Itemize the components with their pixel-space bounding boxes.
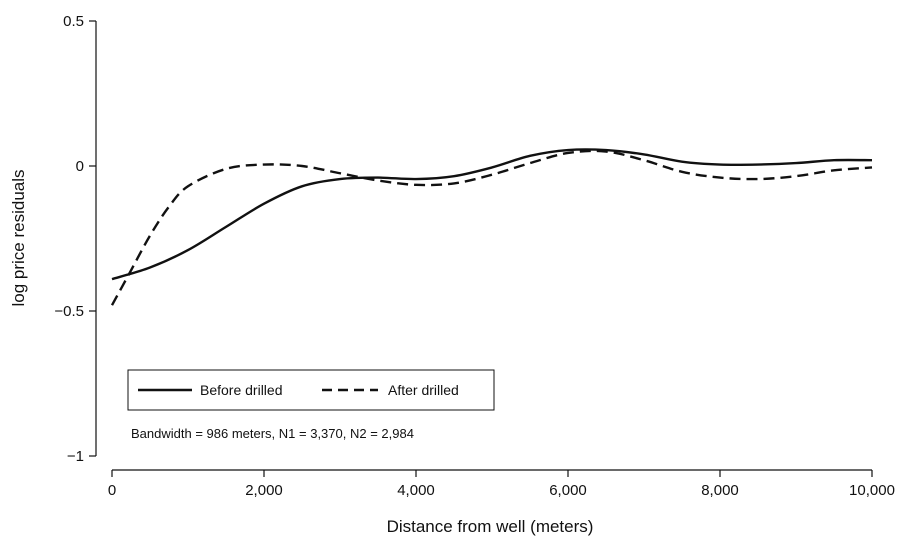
x-axis-label: Distance from well (meters) [387,517,594,536]
y-tick-label: −1 [67,448,84,465]
x-tick-label: 0 [108,482,116,499]
x-tick-label: 8,000 [701,482,739,499]
y-axis-label: log price residuals [9,169,28,306]
legend-label-after: After drilled [388,382,459,398]
axes: 0.5 0 −0.5 −1 0 2,000 4,000 6,000 8,000 10,000 [54,13,895,499]
y-tick-label: 0.5 [63,13,84,30]
x-tick-label: 6,000 [549,482,587,499]
legend-label-before: Before drilled [200,382,283,398]
series-line-before-drilled [111,148,873,281]
y-tick-label: 0 [76,158,84,175]
annotation-note: Bandwidth = 986 meters, N1 = 3,370, N2 =… [131,426,414,441]
y-tick-label: −0.5 [54,303,84,320]
x-tick-label: 10,000 [849,482,895,499]
series-line-after-drilled [110,149,873,306]
series-layer [110,148,873,306]
x-tick-label: 2,000 [245,482,283,499]
legend: Before drilled After drilled [127,369,495,411]
x-tick-label: 4,000 [397,482,435,499]
